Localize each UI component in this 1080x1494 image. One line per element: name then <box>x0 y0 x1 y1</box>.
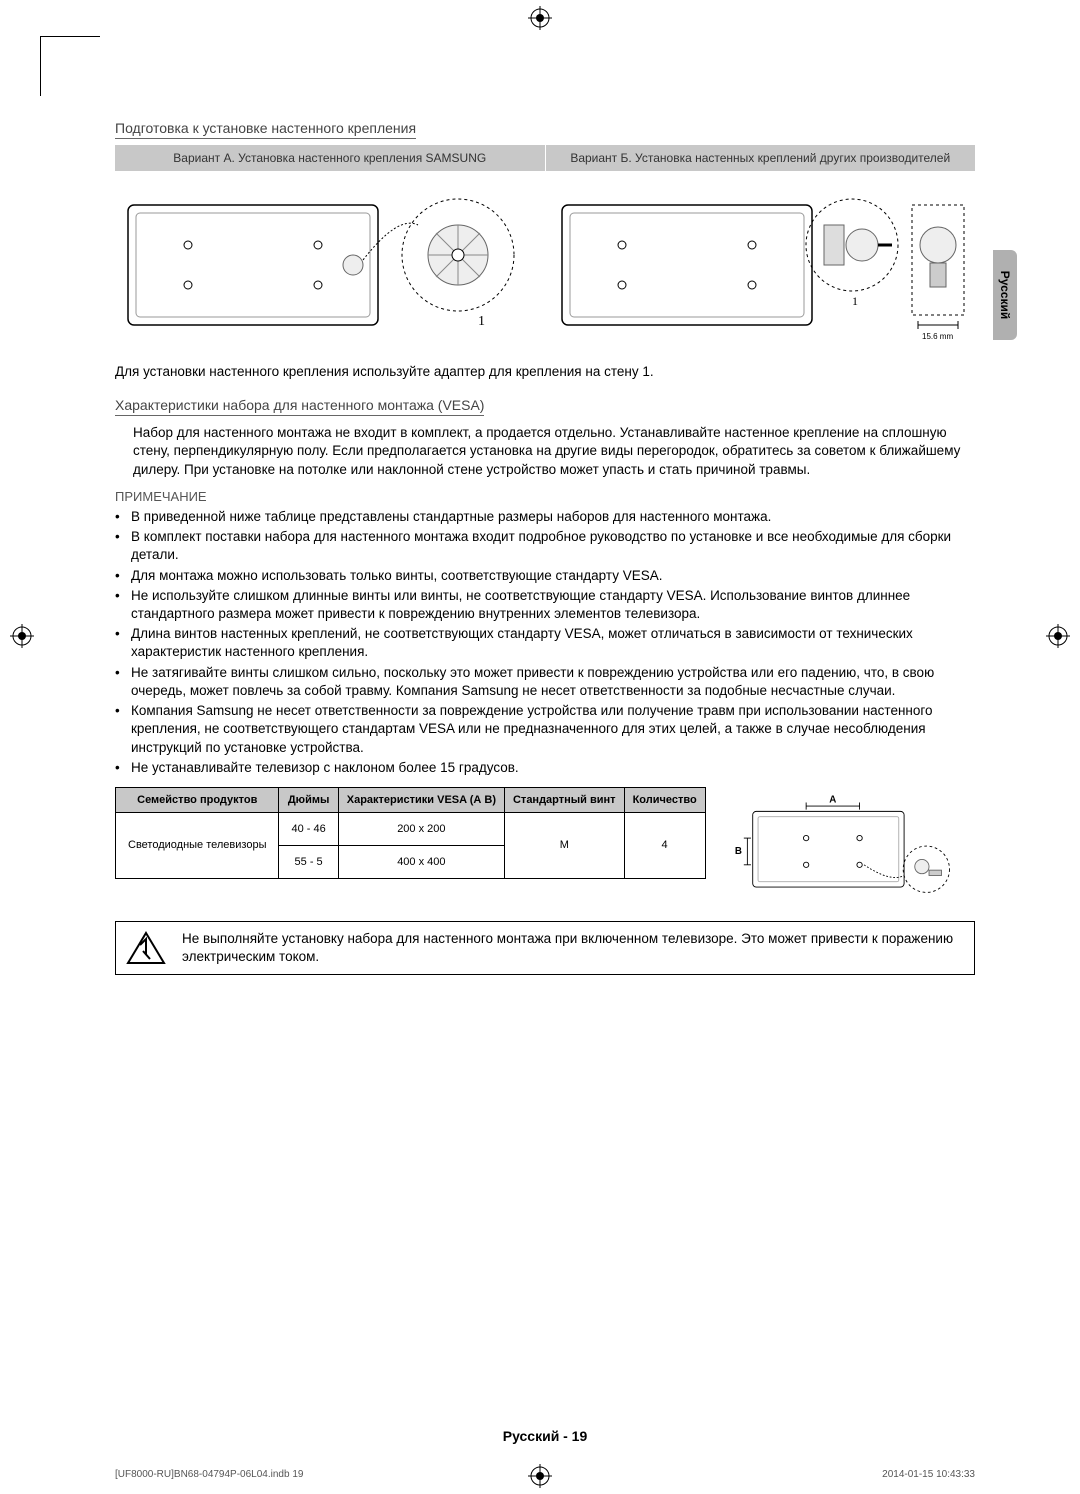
bullet-item: Компания Samsung не несет ответственност… <box>115 702 975 757</box>
diagram-header-row: Вариант А. Установка настенного креплени… <box>115 145 975 171</box>
warning-text: Не выполняйте установку набора для насте… <box>182 930 964 966</box>
td-screw: M <box>504 812 624 878</box>
vesa-table: Семейство продуктов Дюймы Характеристики… <box>115 787 706 879</box>
bullet-item: Длина винтов настенных креплений, не соо… <box>115 625 975 661</box>
footer-sep: - <box>563 1428 572 1444</box>
td-inches: 55 - 5 <box>279 845 338 878</box>
warning-icon <box>126 931 166 965</box>
svg-text:15.6 mm: 15.6 mm <box>922 332 953 341</box>
adapter-note: Для установки настенного крепления испол… <box>115 363 975 381</box>
print-file: [UF8000-RU]BN68-04794P-06L04.indb 19 <box>115 1469 303 1480</box>
svg-text:A: A <box>829 794 836 805</box>
bullet-item: Не затягивайте винты слишком сильно, пос… <box>115 664 975 700</box>
diagram-a: 1 <box>115 175 541 355</box>
td-inches: 40 - 46 <box>279 812 338 845</box>
svg-text:1: 1 <box>852 294 858 308</box>
reg-mark-top <box>528 6 552 30</box>
col-a-header: Вариант А. Установка настенного креплени… <box>115 145 545 171</box>
crop-line <box>40 36 41 96</box>
diag-a-label: 1 <box>478 314 485 329</box>
th-family: Семейство продуктов <box>116 787 279 812</box>
col-b-header: Вариант Б. Установка настенных креплений… <box>545 145 976 171</box>
bullet-item: В комплект поставки набора для настенног… <box>115 528 975 564</box>
language-tab: Русский <box>993 250 1017 340</box>
diagram-b: 1 15.6 mm <box>549 175 975 355</box>
td-qty: 4 <box>624 812 705 878</box>
page-footer: Русский - 19 <box>115 1428 975 1444</box>
print-date: 2014-01-15 10:43:33 <box>882 1469 975 1480</box>
bullet-item: В приведенной ниже таблице представлены … <box>115 508 975 526</box>
note-bullets: В приведенной ниже таблице представлены … <box>115 508 975 777</box>
td-family: Светодиодные телевизоры <box>116 812 279 878</box>
note-heading: ПРИМЕЧАНИЕ <box>115 489 975 504</box>
kit-paragraph: Набор для настенного монтажа не входит в… <box>115 424 975 479</box>
footer-page: 19 <box>572 1428 588 1444</box>
footer-lang: Русский <box>503 1428 560 1444</box>
vesa-illustration: A B <box>726 787 975 907</box>
svg-text:B: B <box>735 846 742 857</box>
bullet-item: Для монтажа можно использовать только ви… <box>115 567 975 585</box>
reg-mark-left <box>10 624 34 648</box>
bullet-item: Не используйте слишком длинные винты или… <box>115 587 975 623</box>
section1-title: Подготовка к установке настенного крепле… <box>115 120 975 139</box>
crop-line <box>40 36 100 37</box>
print-info: [UF8000-RU]BN68-04794P-06L04.indb 19 201… <box>115 1469 975 1480</box>
vesa-region: Семейство продуктов Дюймы Характеристики… <box>115 787 975 907</box>
bullet-item: Не устанавливайте телевизор с наклоном б… <box>115 759 975 777</box>
language-tab-label: Русский <box>998 271 1012 320</box>
th-qty: Количество <box>624 787 705 812</box>
td-vesa: 200 x 200 <box>338 812 504 845</box>
page-content: Русский Подготовка к установке настенног… <box>115 120 975 975</box>
th-inches: Дюймы <box>279 787 338 812</box>
th-screw: Стандартный винт <box>504 787 624 812</box>
th-vesa: Характеристики VESA (А В) <box>338 787 504 812</box>
td-vesa: 400 x 400 <box>338 845 504 878</box>
section2-title: Характеристики набора для настенного мон… <box>115 397 975 416</box>
reg-mark-right <box>1046 624 1070 648</box>
warning-box: Не выполняйте установку набора для насте… <box>115 921 975 975</box>
diagram-row: 1 1 <box>115 175 975 355</box>
